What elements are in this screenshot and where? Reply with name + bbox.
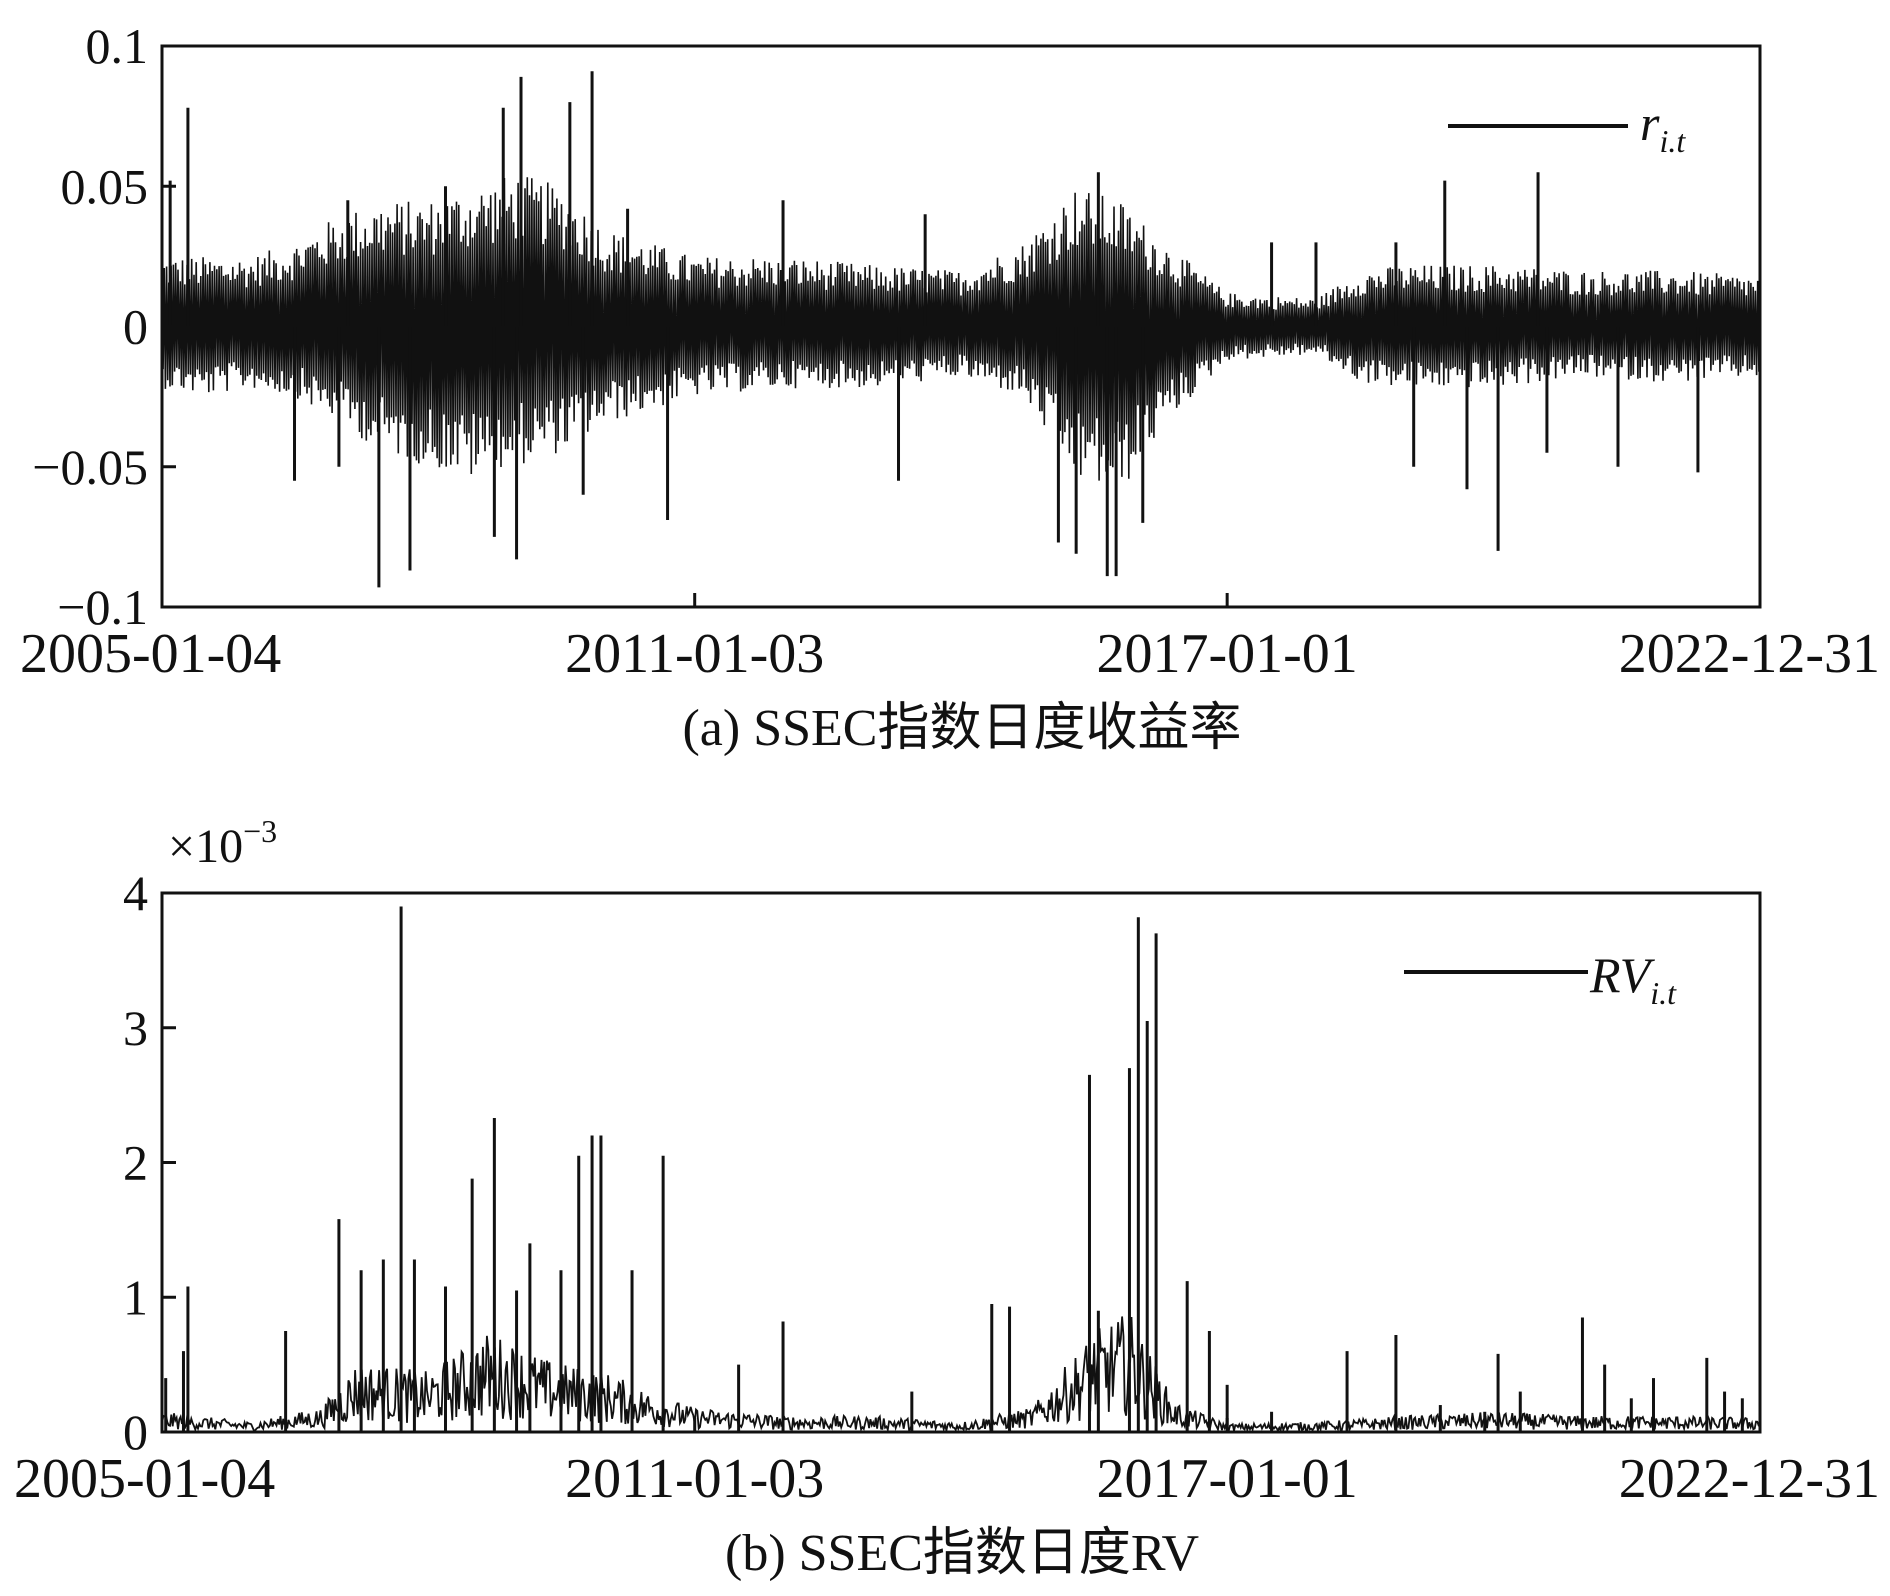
x-tick-label: 2017-01-01 bbox=[1097, 623, 1358, 685]
legend-label-subscript: i.t bbox=[1650, 975, 1677, 1011]
rv-line bbox=[161, 1316, 1761, 1434]
returns-line bbox=[161, 177, 1761, 481]
legend-label-main: r bbox=[1640, 95, 1660, 151]
panel-b-legend: RVi.t bbox=[1404, 947, 1677, 1011]
panel-a-legend: ri.t bbox=[1448, 95, 1686, 159]
y-tick-label: 2 bbox=[123, 1135, 148, 1191]
x-tick-label: 2011-01-03 bbox=[565, 1448, 824, 1510]
panel-a-caption: (a) SSEC指数日度收益率 bbox=[682, 700, 1241, 757]
y-tick-label: 0 bbox=[123, 299, 148, 355]
x-tick-label: 2005-01-04 bbox=[14, 1448, 275, 1510]
panel-b-rv-chart: 4 3 2 1 0 2005-01-04 2011-01-03 2017-01-01 2022… bbox=[14, 813, 1880, 1582]
scale-factor-base: ×10 bbox=[168, 820, 243, 873]
y-tick-label: −0.05 bbox=[32, 439, 148, 495]
x-tick-label: 2022-12-31 bbox=[1619, 623, 1880, 685]
y-tick-label: 0.05 bbox=[61, 158, 149, 214]
panel-b-caption: (b) SSEC指数日度RV bbox=[725, 1525, 1199, 1582]
y-tick-label: 0 bbox=[123, 1404, 148, 1460]
panel-a-y-axis: 0.1 0.05 0 −0.05 −0.1 bbox=[32, 18, 176, 635]
legend-label-subscript: i.t bbox=[1659, 123, 1686, 159]
x-tick-label: 2011-01-03 bbox=[565, 623, 824, 685]
legend-label-returns: ri.t bbox=[1640, 95, 1686, 159]
panel-a-returns-chart: 0.10.050−0.05−0.1 2005-01-04 2011-01-03 20… bbox=[20, 18, 1880, 757]
rv-series bbox=[161, 906, 1761, 1434]
y-tick-label: 3 bbox=[123, 1000, 148, 1056]
y-tick-label: 1 bbox=[123, 1269, 148, 1325]
y-tick-label: 0.1 bbox=[86, 18, 149, 74]
panel-b-y-axis: 4 3 2 1 0 bbox=[123, 865, 176, 1460]
returns-series bbox=[161, 71, 1761, 588]
panel-a-x-axis: 2005-01-04 2011-01-03 2017-01-01 2022-12-31 bbox=[20, 593, 1880, 685]
legend-label-rv: RVi.t bbox=[1589, 947, 1677, 1011]
x-tick-label: 2022-12-31 bbox=[1619, 1448, 1880, 1510]
x-tick-label: 2005-01-04 bbox=[20, 623, 281, 685]
y-tick-label: −0.1 bbox=[57, 579, 148, 635]
scale-factor-exponent: −3 bbox=[243, 813, 277, 849]
y-axis-scale-factor: ×10−3 bbox=[168, 813, 277, 873]
x-tick-label: 2017-01-01 bbox=[1097, 1448, 1358, 1510]
panel-b-x-axis: 2005-01-04 2011-01-03 2017-01-01 2022-12-31 bbox=[14, 1418, 1880, 1510]
legend-label-main: RV bbox=[1589, 947, 1656, 1003]
y-tick-label: 4 bbox=[123, 865, 148, 921]
